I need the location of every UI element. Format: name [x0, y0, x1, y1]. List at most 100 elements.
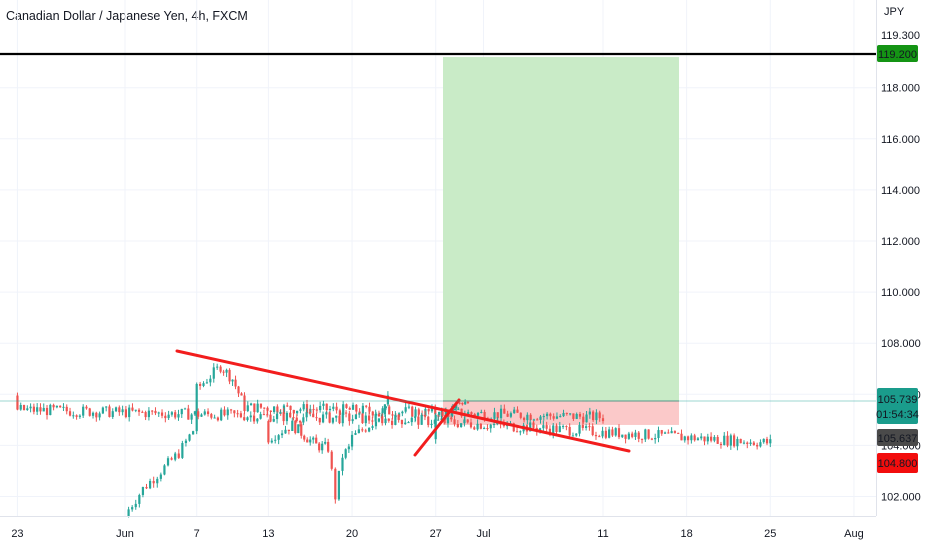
- candle-body: [324, 441, 327, 444]
- candle-body: [72, 415, 75, 417]
- candle-body: [276, 406, 279, 413]
- candle-body: [266, 407, 269, 411]
- candle-body: [327, 441, 330, 452]
- candle-body: [617, 428, 621, 438]
- candle-body: [473, 427, 476, 430]
- candle-body: [170, 412, 174, 415]
- candle-body: [118, 407, 121, 413]
- candle-body: [726, 435, 729, 446]
- candle-body: [134, 409, 137, 411]
- candle-body: [274, 439, 277, 441]
- candle-body: [256, 418, 259, 422]
- candle-body: [503, 408, 506, 414]
- candle-body: [341, 457, 344, 471]
- candle-body: [627, 433, 630, 439]
- candle-body: [292, 410, 295, 414]
- candle-body: [151, 410, 154, 412]
- candle-body: [55, 405, 58, 408]
- candle-body: [562, 412, 565, 417]
- candle-body: [294, 420, 297, 434]
- candle-body: [496, 412, 499, 419]
- candle-body: [270, 440, 273, 443]
- candle-body: [164, 415, 167, 419]
- candle-body: [387, 418, 390, 421]
- candle-body: [174, 412, 177, 418]
- target-price-text: 119.200: [878, 49, 917, 61]
- candle-body: [16, 395, 19, 410]
- candle-body: [364, 415, 367, 424]
- candle-body: [195, 383, 198, 426]
- candle-body: [312, 413, 315, 418]
- candle-body: [45, 407, 49, 416]
- candle-body: [195, 425, 198, 432]
- candle-body: [289, 412, 292, 418]
- candle-body: [240, 393, 243, 396]
- candle-body: [588, 411, 591, 415]
- candle-body: [394, 414, 397, 425]
- candle-body: [325, 412, 328, 415]
- candle-body: [631, 433, 634, 437]
- candle-body: [522, 417, 526, 421]
- date-label: 25: [764, 528, 776, 540]
- candle-body: [280, 433, 284, 436]
- candle-body: [552, 416, 555, 419]
- candle-body: [124, 409, 127, 418]
- price-label-mask: [877, 28, 909, 41]
- candle-body: [325, 403, 328, 411]
- candle-body: [193, 411, 197, 415]
- date-label: 23: [11, 528, 23, 540]
- candle-body: [302, 404, 305, 410]
- currency-label: JPY: [884, 6, 905, 18]
- candle-body: [26, 408, 29, 410]
- candle-body: [677, 432, 680, 434]
- candle-body: [368, 427, 371, 432]
- candle-body: [29, 406, 32, 409]
- stop-price-badge: [877, 453, 918, 473]
- candle-body: [670, 431, 673, 434]
- candle-body: [733, 435, 736, 447]
- candle-body: [330, 451, 333, 469]
- candle-body: [716, 437, 719, 444]
- candle-body: [52, 404, 55, 408]
- candle-body: [259, 414, 262, 419]
- candle-body: [192, 431, 195, 435]
- candle-body: [134, 503, 137, 508]
- candle-body: [519, 412, 522, 418]
- candle-body: [663, 432, 667, 434]
- candle-body: [348, 407, 351, 410]
- candle-body: [703, 436, 706, 442]
- candle-body: [686, 436, 690, 441]
- candle-body: [565, 426, 568, 428]
- candle-body: [351, 419, 354, 422]
- candle-body: [199, 383, 202, 386]
- candle-body: [243, 417, 246, 421]
- target-zone: [443, 57, 679, 401]
- candle-body: [709, 436, 713, 441]
- candle-body: [121, 409, 124, 413]
- candle-body: [545, 413, 549, 417]
- candle-body: [68, 411, 72, 416]
- candle-body: [137, 409, 141, 412]
- candle-body: [561, 426, 565, 428]
- candle-body: [559, 416, 562, 418]
- candle-body: [157, 412, 160, 414]
- candle-body: [407, 406, 411, 408]
- candle-body: [624, 434, 627, 439]
- date-label: 13: [262, 528, 274, 540]
- candle-body: [434, 407, 437, 415]
- candle-body: [604, 430, 607, 438]
- candle-body: [272, 419, 275, 422]
- candle-body: [144, 412, 147, 418]
- candle-body: [601, 418, 605, 422]
- candle-body: [453, 419, 456, 425]
- candle-body: [371, 426, 374, 428]
- candle-body: [762, 438, 765, 443]
- candle-body: [174, 453, 177, 460]
- candle-body: [85, 406, 88, 409]
- candle-body: [765, 438, 769, 444]
- candle-body: [286, 405, 289, 407]
- candle-body: [277, 435, 280, 440]
- candle-body: [611, 429, 614, 436]
